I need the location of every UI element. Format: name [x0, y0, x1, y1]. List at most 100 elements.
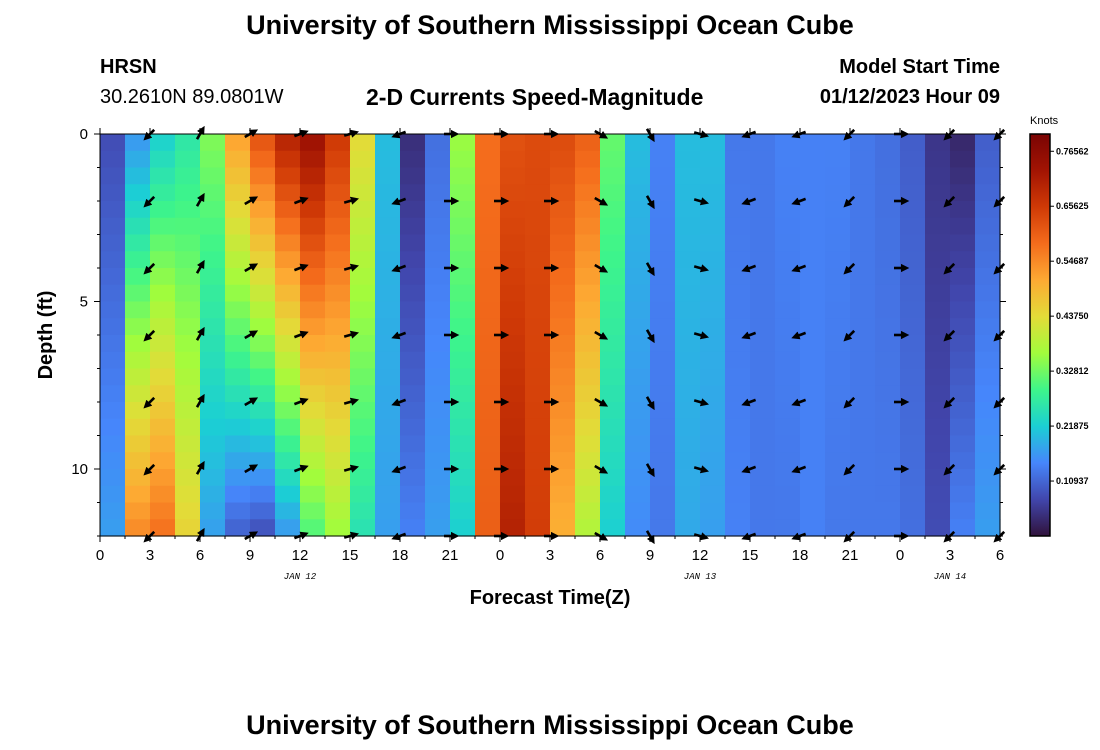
heatmap-cell: [275, 519, 301, 537]
heatmap-cell: [500, 134, 526, 152]
heatmap-cell: [300, 418, 326, 437]
heatmap-cell: [175, 251, 201, 269]
heatmap-cell: [275, 385, 301, 403]
current-vector-arrow: [391, 197, 407, 206]
heatmap-cell: [350, 234, 376, 252]
heatmap-cell: [200, 167, 226, 185]
heatmap-cell: [400, 184, 426, 202]
heatmap-cell: [850, 301, 876, 319]
heatmap-cell: [550, 318, 576, 336]
heatmap-cell: [100, 351, 126, 370]
heatmap-cell: [175, 452, 201, 470]
heatmap-cell: [825, 217, 851, 236]
heatmap-cell: [375, 385, 401, 403]
heatmap-cell: [400, 251, 426, 269]
heatmap-cell: [825, 284, 851, 303]
heatmap-cell: [475, 385, 501, 403]
current-vector-arrow: [391, 398, 407, 407]
heatmap-cell: [325, 485, 351, 504]
heatmap-cell: [750, 184, 776, 202]
heatmap-cell: [950, 268, 976, 286]
heatmap-cell: [250, 485, 276, 504]
heatmap-cell: [400, 402, 426, 420]
heatmap-cell: [875, 385, 901, 403]
heatmap-cell: [950, 452, 976, 470]
x-tick-label: 21: [842, 547, 859, 564]
current-vector-arrow: [293, 397, 309, 406]
heatmap-cell: [500, 268, 526, 286]
heatmap-cell: [200, 519, 226, 537]
axes: 0 3 6 9 12 15 18 21 0 3 6 9 12 15 18 21 0 3 6 JAN 12 JAN 13 J…: [71, 126, 1006, 582]
heatmap-cell: [100, 251, 126, 269]
heatmap-cell: [525, 251, 551, 269]
heatmap-cell: [900, 502, 926, 520]
heatmap-cell: [100, 418, 126, 437]
heatmap-cell: [475, 368, 501, 386]
heatmap-cell: [350, 201, 376, 219]
heatmap-cell: [450, 452, 476, 470]
heatmap-cell: [175, 150, 201, 169]
heatmap-cell: [225, 335, 251, 353]
heatmap-cell: [625, 519, 651, 537]
heatmap-cell: [700, 368, 726, 386]
heatmap-cell: [150, 368, 176, 386]
heatmap-cell: [900, 402, 926, 420]
heatmap-cell: [725, 452, 751, 470]
heatmap-cell: [925, 485, 951, 504]
heatmap-cell: [450, 351, 476, 370]
heatmap-cell: [300, 134, 326, 152]
heatmap-cell: [275, 351, 301, 370]
x-tick-label: 0: [496, 547, 504, 564]
heatmap-cell: [275, 335, 301, 353]
heatmap-cell: [525, 268, 551, 286]
heatmap-cell: [225, 134, 251, 152]
heatmap-cell: [950, 284, 976, 303]
heatmap-cell: [775, 452, 801, 470]
heatmap-cell: [150, 184, 176, 202]
y-tick-label: 0: [80, 126, 88, 143]
heatmap-cell: [775, 268, 801, 286]
heatmap-cell: [600, 502, 626, 520]
heatmap-cell: [850, 435, 876, 453]
current-vector-arrow: [244, 464, 259, 474]
heatmap-cell: [200, 284, 226, 303]
heatmap-cell: [375, 284, 401, 303]
heatmap-cell: [850, 201, 876, 219]
heatmap-cell: [625, 469, 651, 487]
heatmap-cell: [475, 217, 501, 236]
heatmap-cell: [550, 167, 576, 185]
heatmap-cell: [725, 201, 751, 219]
heatmap-cell: [575, 167, 601, 185]
heatmap-cell: [225, 167, 251, 185]
heatmap-cell: [225, 201, 251, 219]
heatmap-cell: [825, 418, 851, 437]
heatmap-cell: [975, 217, 1001, 236]
heatmap-cell: [450, 284, 476, 303]
heatmap-cell: [650, 184, 676, 202]
y-tick-label: 10: [71, 461, 88, 478]
heatmap-cell: [400, 201, 426, 219]
heatmap-cell: [850, 251, 876, 269]
heatmap-cell: [575, 368, 601, 386]
heatmap-cell: [775, 217, 801, 236]
heatmap-cell: [750, 134, 776, 152]
x-tick-label: 3: [146, 547, 154, 564]
colorbar-ticks: 0.10937 0.21875 0.32812 0.43750 0.54687 0.656…: [1050, 146, 1089, 486]
heatmap-cell: [275, 284, 301, 303]
heatmap-cell: [500, 368, 526, 386]
heatmap-cell: [775, 435, 801, 453]
heatmap-cell: [600, 351, 626, 370]
heatmap-cell: [475, 485, 501, 504]
heatmap-cell: [300, 335, 326, 353]
heatmap-cell: [950, 150, 976, 169]
heatmap-cell: [625, 201, 651, 219]
heatmap-cell: [900, 335, 926, 353]
heatmap-cell: [300, 217, 326, 236]
heatmap-cell: [550, 134, 576, 152]
heatmap-cell: [725, 134, 751, 152]
heatmap-cell: [550, 284, 576, 303]
heatmap-cell: [150, 134, 176, 152]
heatmap-cell: [925, 318, 951, 336]
heatmap-cell: [250, 268, 276, 286]
heatmap-cell: [350, 368, 376, 386]
